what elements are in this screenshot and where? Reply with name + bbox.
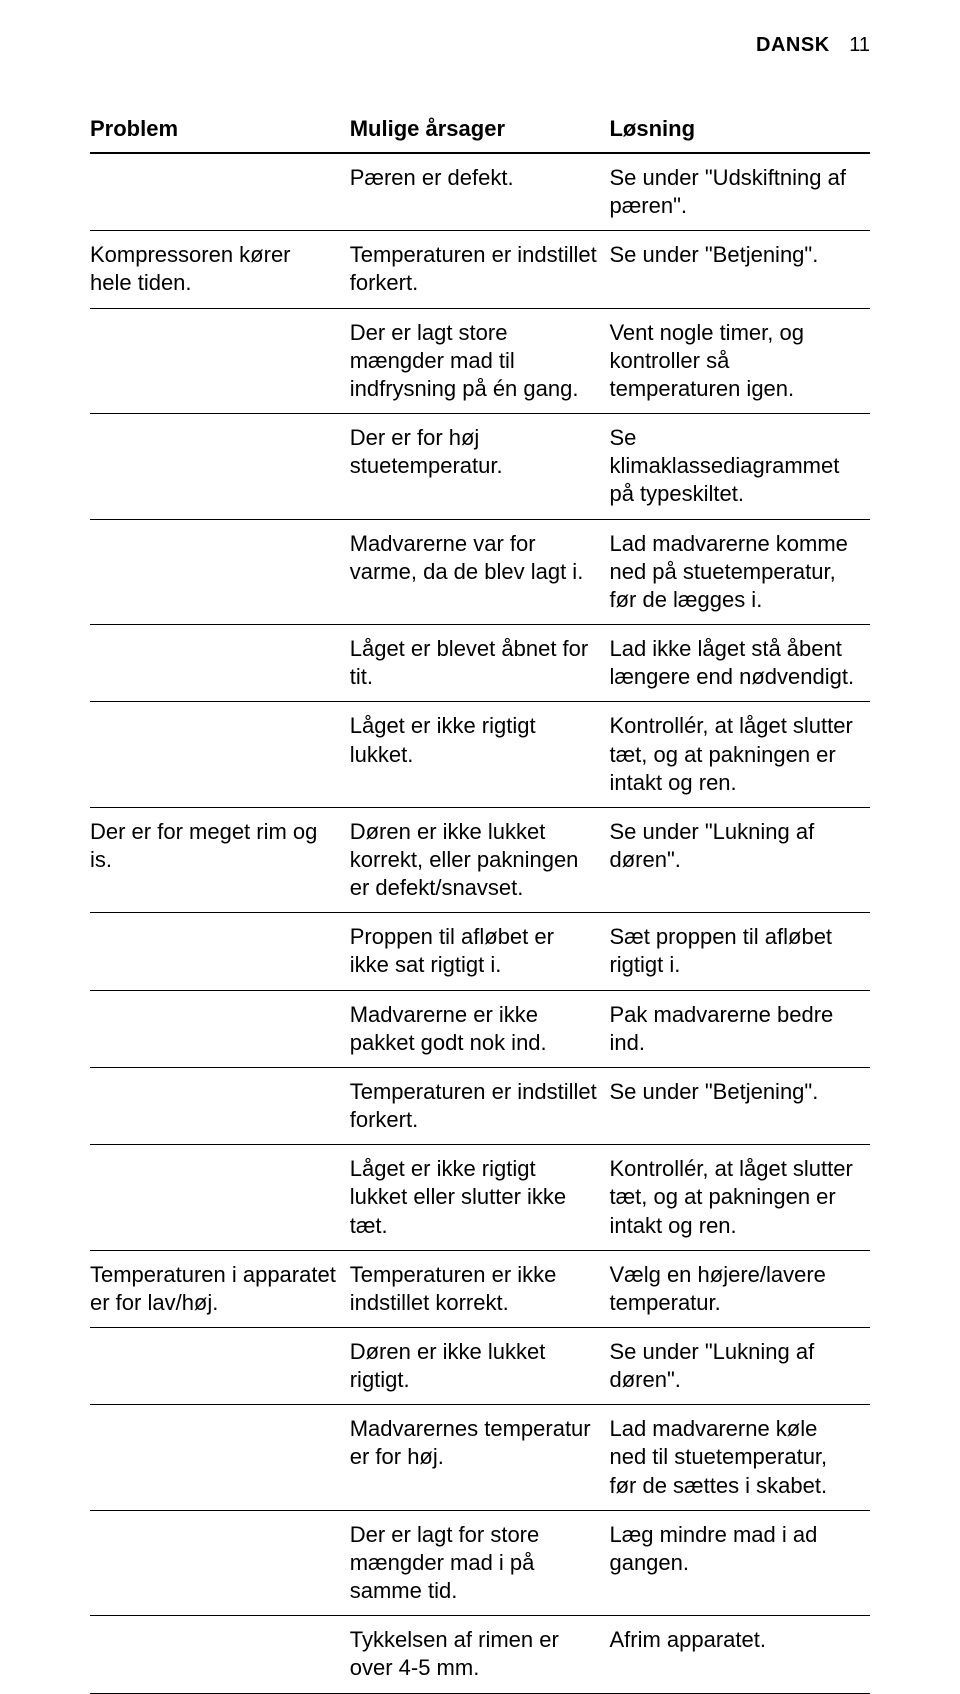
cell-cause: Madvarerne var for varme, da de blev lag… [350,519,610,624]
cell-problem [90,1145,350,1250]
cell-cause: Der er for høj stuetemperatur. [350,414,610,519]
cell-cause: Madvarernes temperatur er for høj. [350,1405,610,1510]
page: DANSK 11 Problem Mulige årsager Løsning … [0,0,960,1540]
table-row: Temperaturen i apparatet er for lav/høj.… [90,1250,870,1327]
table-row: Der er for høj stuetemperatur.Se klimakl… [90,414,870,519]
cell-cause: Temperaturen er ikke indstillet korrekt. [350,1250,610,1327]
cell-problem [90,414,350,519]
cell-problem [90,625,350,702]
running-header-label: DANSK [756,34,830,56]
table-body: Pæren er defekt.Se under "Udskiftning af… [90,153,870,1693]
cell-problem [90,1616,350,1693]
table-row: Kompressoren kører hele tiden.Temperatur… [90,231,870,308]
cell-cause: Der er lagt for store mængder mad i på s… [350,1510,610,1615]
col-header-solution: Løsning [609,110,870,153]
table-header-row: Problem Mulige årsager Løsning [90,110,870,153]
col-header-problem: Problem [90,110,350,153]
running-header: DANSK 11 [756,34,870,57]
cell-problem [90,702,350,807]
cell-cause: Temperaturen er indstillet forkert. [350,231,610,308]
cell-problem [90,1067,350,1144]
cell-solution: Lad madvarerne køle ned til stuetemperat… [609,1405,870,1510]
cell-solution: Se under "Betjening". [609,1067,870,1144]
table-row: Låget er ikke rigtigt lukket eller slutt… [90,1145,870,1250]
cell-solution: Kontrollér, at låget slutter tæt, og at … [609,702,870,807]
cell-problem: Der er for meget rim og is. [90,807,350,912]
cell-cause: Proppen til afløbet er ikke sat rigtigt … [350,913,610,990]
cell-solution: Afrim apparatet. [609,1616,870,1693]
col-header-cause: Mulige årsager [350,110,610,153]
table-row: Der er lagt for store mængder mad i på s… [90,1510,870,1615]
cell-solution: Læg mindre mad i ad gangen. [609,1510,870,1615]
cell-cause: Temperaturen er indstillet forkert. [350,1067,610,1144]
cell-solution: Kontrollér, at låget slutter tæt, og at … [609,1145,870,1250]
table-row: Døren er ikke lukket rigtigt.Se under "L… [90,1328,870,1405]
cell-cause: Der er lagt store mængder mad til indfry… [350,308,610,413]
cell-problem [90,990,350,1067]
cell-solution: Se under "Lukning af døren". [609,1328,870,1405]
cell-cause: Låget er ikke rigtigt lukket. [350,702,610,807]
cell-cause: Døren er ikke lukket rigtigt. [350,1328,610,1405]
table-row: Proppen til afløbet er ikke sat rigtigt … [90,913,870,990]
cell-solution: Vent nogle timer, og kontroller så tempe… [609,308,870,413]
cell-solution: Se under "Udskiftning af pæren". [609,153,870,231]
table-row: Madvarerne var for varme, da de blev lag… [90,519,870,624]
cell-problem [90,1510,350,1615]
cell-problem [90,519,350,624]
table-row: Pæren er defekt.Se under "Udskiftning af… [90,153,870,231]
cell-cause: Madvarerne er ikke pakket godt nok ind. [350,990,610,1067]
cell-cause: Tykkelsen af rimen er over 4-5 mm. [350,1616,610,1693]
cell-solution: Sæt proppen til afløbet rigtigt i. [609,913,870,990]
table-row: Madvarerne er ikke pakket godt nok ind.P… [90,990,870,1067]
table-row: Låget er blevet åbnet for tit.Lad ikke l… [90,625,870,702]
cell-solution: Vælg en højere/lavere temperatur. [609,1250,870,1327]
cell-problem [90,308,350,413]
troubleshooting-table: Problem Mulige årsager Løsning Pæren er … [90,110,870,1694]
cell-problem: Kompressoren kører hele tiden. [90,231,350,308]
cell-problem [90,913,350,990]
cell-cause: Låget er blevet åbnet for tit. [350,625,610,702]
cell-cause: Døren er ikke lukket korrekt, eller pakn… [350,807,610,912]
running-header-page-number: 11 [849,34,870,56]
cell-cause: Pæren er defekt. [350,153,610,231]
table-row: Der er for meget rim og is.Døren er ikke… [90,807,870,912]
cell-problem [90,1405,350,1510]
table-row: Temperaturen er indstillet forkert.Se un… [90,1067,870,1144]
cell-problem: Temperaturen i apparatet er for lav/høj. [90,1250,350,1327]
table-row: Der er lagt store mængder mad til indfry… [90,308,870,413]
table-row: Tykkelsen af rimen er over 4-5 mm.Afrim … [90,1616,870,1693]
cell-solution: Se under "Betjening". [609,231,870,308]
cell-solution: Pak madvarerne bedre ind. [609,990,870,1067]
cell-problem [90,153,350,231]
table-row: Låget er ikke rigtigt lukket.Kontrollér,… [90,702,870,807]
cell-solution: Se under "Lukning af døren". [609,807,870,912]
cell-problem [90,1328,350,1405]
table-row: Madvarernes temperatur er for høj.Lad ma… [90,1405,870,1510]
cell-cause: Låget er ikke rigtigt lukket eller slutt… [350,1145,610,1250]
cell-solution: Se klimaklassediagrammet på typeskiltet. [609,414,870,519]
cell-solution: Lad madvarerne komme ned på stuetemperat… [609,519,870,624]
cell-solution: Lad ikke låget stå åbent længere end nød… [609,625,870,702]
